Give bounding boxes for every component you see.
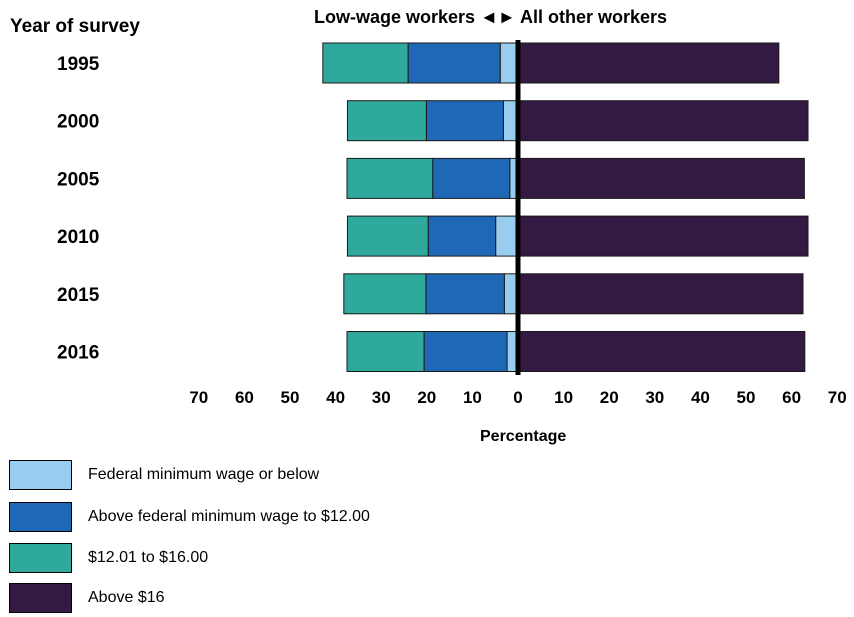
bar-12-01-to-16-00-2005 [346, 157, 434, 199]
bar-above-federal-minimum-wage-to-12-00-2015 [425, 273, 505, 315]
bar-12-01-to-16-00-2000 [346, 100, 427, 142]
x-tick-label: 40 [691, 388, 710, 407]
x-tick-label: 40 [326, 388, 345, 407]
bar-above-federal-minimum-wage-to-12-00-2005 [432, 157, 511, 199]
legend-swatch [9, 460, 72, 490]
x-tick-label: 70 [189, 388, 208, 407]
category-label-2010: 2010 [57, 227, 99, 248]
bar-above-federal-minimum-wage-to-12-00-2016 [423, 331, 508, 372]
bar-12-01-to-16-00-2016 [346, 331, 425, 372]
category-label-2000: 2000 [57, 112, 99, 133]
category-label-2016: 2016 [57, 343, 99, 364]
category-label-1995: 1995 [57, 54, 100, 75]
bar-above-16-2016 [517, 331, 806, 372]
bar-12-01-to-16-00-1995 [322, 42, 409, 84]
bar-above-16-2015 [517, 273, 804, 315]
category-label-2005: 2005 [57, 169, 100, 190]
legend-label: Above federal minimum wage to $12.00 [88, 508, 370, 525]
bar-above-federal-minimum-wage-to-12-00-1995 [407, 42, 501, 84]
bar-federal-minimum-wage-or-below-1995 [499, 42, 519, 84]
bar-above-16-2010 [517, 215, 809, 257]
legend-swatch [9, 543, 72, 573]
x-tick-label: 10 [463, 388, 482, 407]
x-tick-label: 0 [513, 388, 522, 407]
x-tick-label: 10 [554, 388, 573, 407]
x-tick-label: 50 [737, 388, 756, 407]
bar-12-01-to-16-00-2010 [346, 215, 429, 257]
bar-above-16-1995 [517, 42, 780, 84]
legend-label: Above $16 [88, 589, 165, 606]
legend-swatch [9, 583, 72, 613]
x-tick-label: 60 [235, 388, 254, 407]
bar-12-01-to-16-00-2015 [343, 273, 427, 315]
legend-label: $12.01 to $16.00 [88, 549, 209, 566]
direction-label: Low-wage workers ◄► All other workers [314, 7, 668, 27]
legend-swatch [9, 502, 72, 532]
bar-above-16-2000 [517, 100, 809, 142]
legend-label: Federal minimum wage or below [88, 466, 320, 483]
x-axis-title: Percentage [480, 428, 567, 445]
category-label-2015: 2015 [57, 285, 100, 306]
bar-above-federal-minimum-wage-to-12-00-2000 [425, 100, 504, 142]
x-tick-label: 50 [281, 388, 300, 407]
x-tick-label: 20 [417, 388, 436, 407]
x-tick-label: 30 [372, 388, 391, 407]
x-tick-label: 20 [600, 388, 619, 407]
y-axis-title: Year of survey [10, 16, 140, 37]
bar-above-federal-minimum-wage-to-12-00-2010 [427, 215, 497, 257]
bar-above-16-2005 [517, 157, 805, 199]
x-tick-label: 60 [782, 388, 801, 407]
x-tick-label: 30 [645, 388, 664, 407]
x-tick-label: 70 [828, 388, 847, 407]
bar-federal-minimum-wage-or-below-2010 [495, 215, 519, 257]
